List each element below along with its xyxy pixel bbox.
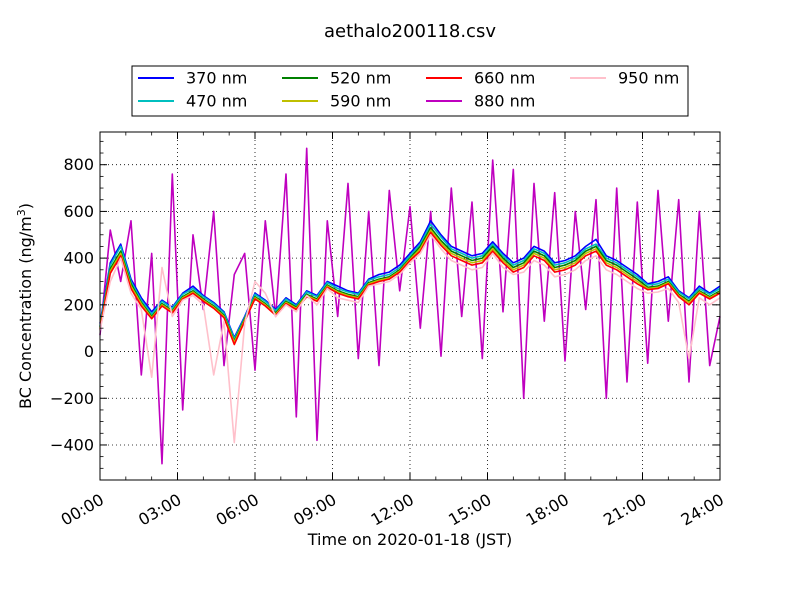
y-tick-label: −400 [50, 435, 94, 454]
y-tick-labels: −400 −200 0 200 400 600 800 [50, 155, 94, 454]
legend-label: 880 nm [474, 92, 535, 111]
legend-label: 590 nm [330, 92, 391, 111]
legend-label: 660 nm [474, 69, 535, 88]
axis-ticks [99, 132, 721, 480]
legend-entries: 370 nm 470 nm 520 nm 590 nm 660 nm 880 nm 950 … [138, 69, 679, 111]
y-axis-label-superscript: 3 [15, 209, 28, 216]
legend-label: 520 nm [330, 69, 391, 88]
legend: 370 nm 470 nm 520 nm 590 nm 660 nm 880 nm 950 … [131, 65, 689, 117]
y-axis-label-tail: ) [16, 203, 35, 209]
y-tick-label: 800 [63, 155, 94, 174]
series-line-470-nm [99, 223, 721, 340]
series-line-520-nm [99, 227, 721, 342]
y-axis-label: BC Concentration (ng/m3) [15, 203, 36, 409]
y-axis-label-main: BC Concentration (ng/m [16, 216, 35, 409]
legend-label: 370 nm [186, 69, 247, 88]
y-tick-label: 0 [84, 342, 94, 361]
series-line-660-nm [99, 231, 721, 346]
y-tick-label: 400 [63, 249, 94, 268]
series-line-590-nm [99, 229, 721, 344]
y-tick-label: 600 [63, 202, 94, 221]
x-axis-label: Time on 2020-01-18 (JST) [307, 530, 512, 549]
data-series [99, 147, 721, 465]
series-line-950-nm [99, 234, 721, 444]
series-line-370-nm [99, 220, 721, 339]
legend-label: 470 nm [186, 92, 247, 111]
legend-box [131, 65, 689, 117]
chart-title: aethalo200118.csv [324, 21, 496, 42]
legend-label: 950 nm [618, 69, 679, 88]
grid-lines [100, 132, 720, 480]
y-tick-label: 200 [63, 295, 94, 314]
y-tick-label: −200 [50, 389, 94, 408]
